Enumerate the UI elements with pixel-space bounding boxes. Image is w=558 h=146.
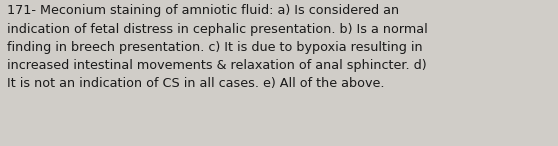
Text: 171- Meconium staining of amniotic fluid: a) Is considered an
indication of feta: 171- Meconium staining of amniotic fluid…	[7, 4, 428, 90]
